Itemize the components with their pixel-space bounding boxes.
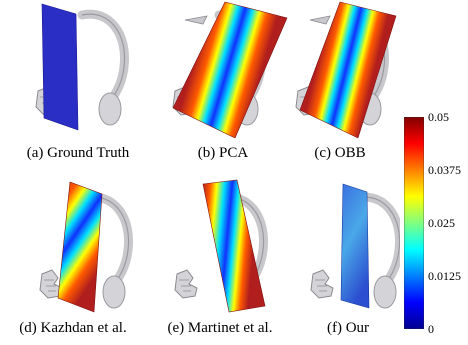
panel-pca bbox=[165, 0, 290, 140]
caption-e: (e) Martinet et al. bbox=[167, 320, 273, 336]
caption-b: (b) PCA bbox=[197, 145, 249, 161]
symmetry-plane bbox=[340, 183, 370, 309]
panel-obb bbox=[288, 0, 398, 140]
caption-d: (d) Kazhdan et al. bbox=[19, 320, 127, 336]
panel-our bbox=[305, 178, 400, 313]
caption-f: (f) Our bbox=[326, 320, 370, 336]
headphone-model-e bbox=[165, 179, 275, 313]
caption-a: (a) Ground Truth bbox=[26, 145, 130, 161]
colorbar-tick-3: 0.0375 bbox=[428, 163, 461, 177]
headphone-model-a bbox=[20, 3, 140, 131]
panel-kazhdan bbox=[28, 178, 138, 313]
colorbar bbox=[404, 117, 424, 329]
symmetry-plane bbox=[57, 181, 103, 313]
panel-ground-truth bbox=[20, 0, 140, 140]
symmetry-plane bbox=[202, 179, 266, 313]
caption-c: (c) OBB bbox=[314, 145, 366, 161]
headphone-model-f bbox=[305, 183, 400, 313]
colorbar-tick-min: 0 bbox=[428, 322, 434, 336]
colorbar-tick-1: 0.0125 bbox=[428, 269, 461, 283]
symmetry-plane bbox=[172, 1, 288, 139]
headphone-model-d bbox=[28, 181, 138, 313]
headphone-model-c bbox=[288, 1, 397, 139]
symmetry-plane bbox=[41, 3, 79, 131]
colorbar-tick-max: 0.05 bbox=[428, 110, 449, 124]
colorbar-tick-2: 0.025 bbox=[428, 216, 455, 230]
panel-martinet bbox=[165, 178, 275, 313]
headphone-model-b bbox=[165, 1, 288, 139]
symmetry-plane bbox=[299, 1, 397, 139]
